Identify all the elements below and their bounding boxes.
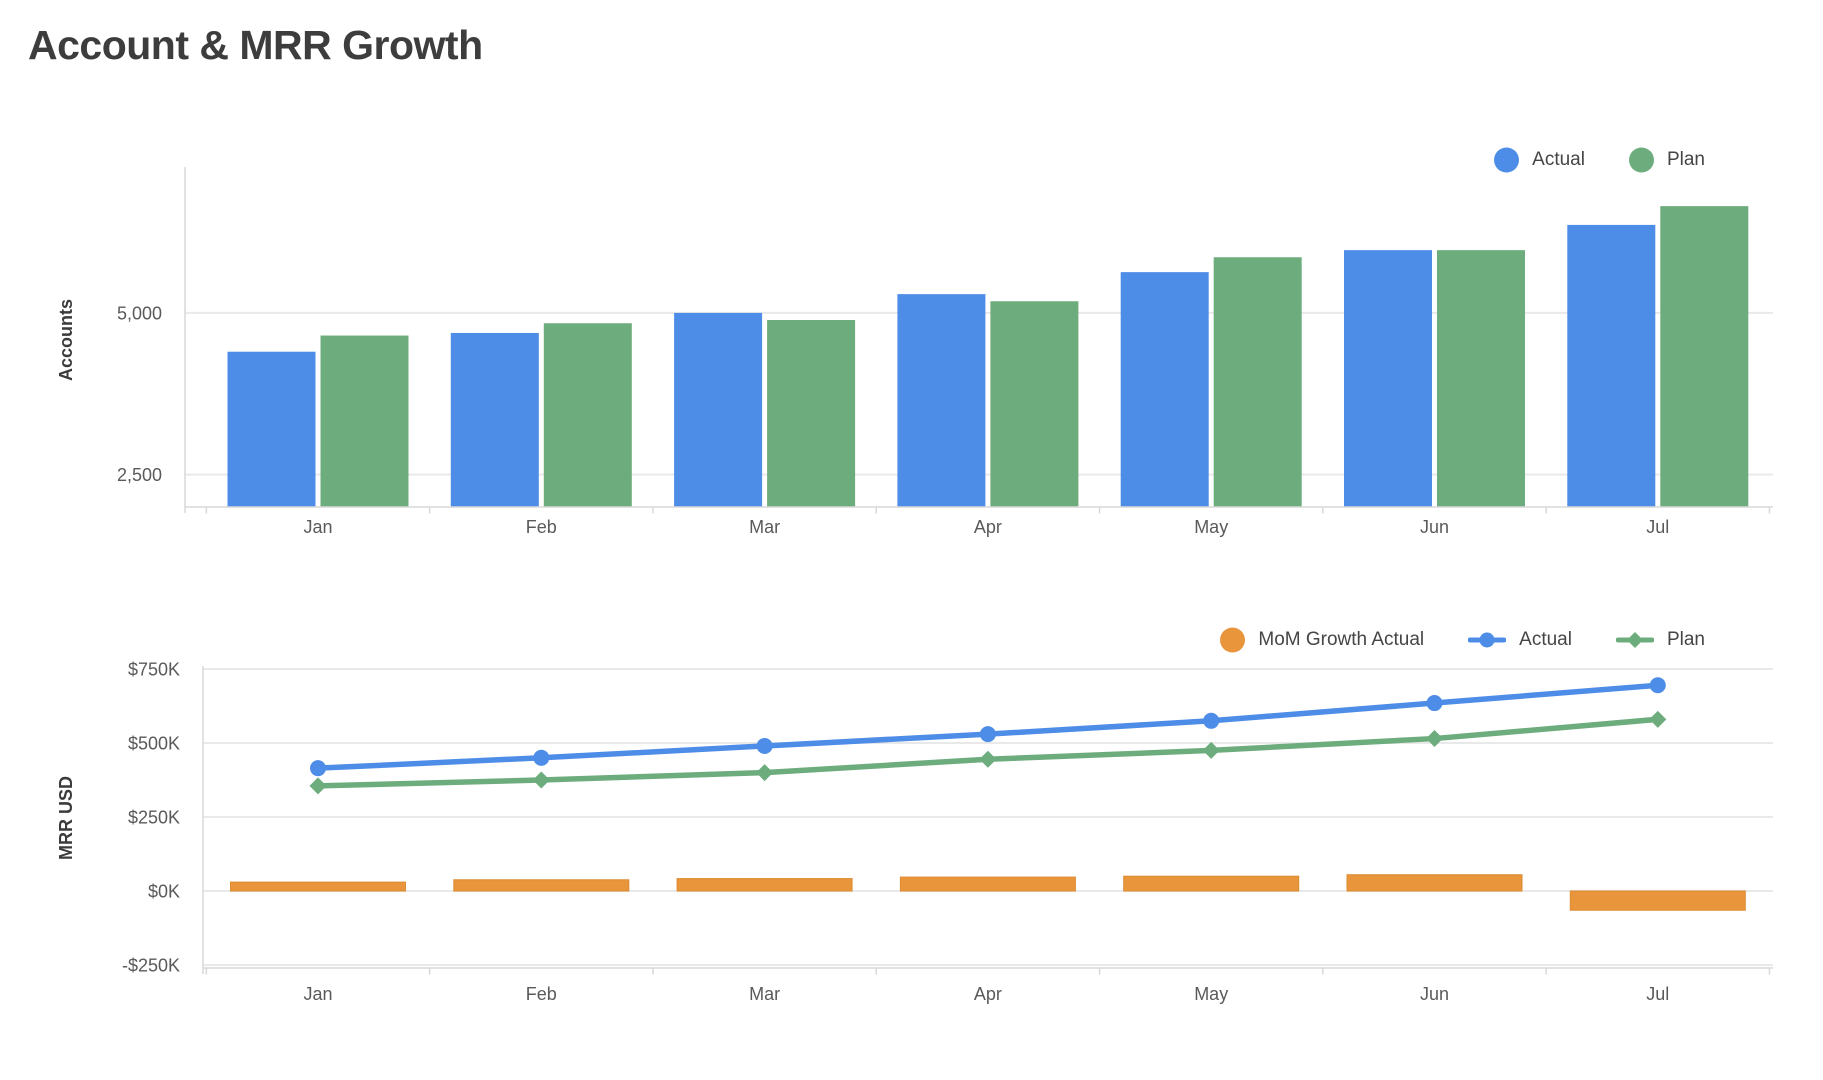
point-plan-jun[interactable] bbox=[1426, 730, 1443, 748]
legend-label: Actual bbox=[1519, 629, 1572, 650]
y-tick-label: -$250K bbox=[122, 956, 180, 976]
legend-item-plan[interactable]: Plan bbox=[1628, 147, 1705, 173]
point-plan-jul[interactable] bbox=[1649, 710, 1667, 728]
point-actual-feb[interactable] bbox=[533, 749, 550, 766]
legend-dot bbox=[1628, 147, 1654, 173]
bar-actual-mar[interactable] bbox=[674, 312, 763, 507]
x-tick-label-feb: Feb bbox=[526, 984, 557, 1004]
y-tick-label: $0K bbox=[148, 882, 180, 902]
x-tick-label-jun: Jun bbox=[1420, 984, 1449, 1004]
y-tick-label: $500K bbox=[128, 734, 180, 754]
y-tick-label: 5,000 bbox=[117, 303, 162, 323]
y-tick-label: $250K bbox=[128, 808, 180, 828]
point-plan-feb[interactable] bbox=[532, 771, 550, 789]
accounts-legend: Actual Plan bbox=[1494, 146, 1705, 174]
legend-label: MoM Growth Actual bbox=[1258, 629, 1425, 650]
bar-actual-apr[interactable] bbox=[897, 294, 986, 507]
bar-plan-jun[interactable] bbox=[1437, 250, 1525, 508]
x-tick-label-jul: Jul bbox=[1646, 517, 1669, 537]
bar-plan-apr[interactable] bbox=[990, 301, 1079, 507]
bar-plan-jan[interactable] bbox=[320, 335, 409, 507]
bar-actual-jun[interactable] bbox=[1344, 250, 1432, 508]
x-tick-label-may: May bbox=[1194, 517, 1228, 537]
legend-dot bbox=[1220, 627, 1246, 653]
y-axis-title: Accounts bbox=[56, 299, 76, 381]
legend-marker-circle-icon bbox=[1628, 147, 1654, 173]
bar-mom-growth-actual-apr[interactable] bbox=[899, 876, 1076, 892]
x-tick-label-apr: Apr bbox=[974, 517, 1002, 537]
legend-dot bbox=[1494, 147, 1520, 173]
legend-item-actual[interactable]: Actual bbox=[1494, 147, 1585, 173]
point-actual-jul[interactable] bbox=[1649, 677, 1666, 694]
bar-plan-jul[interactable] bbox=[1660, 206, 1749, 507]
y-tick-label: $750K bbox=[128, 660, 180, 680]
accounts-chart-svg: 5,000 2,500 Jan Feb Mar Apr May Jun Jul Accounts bbox=[56, 167, 1773, 537]
x-tick-label-jan: Jan bbox=[303, 517, 332, 537]
bar-actual-jul[interactable] bbox=[1567, 224, 1656, 507]
legend-label: Plan bbox=[1666, 149, 1705, 170]
x-tick-label-mar: Mar bbox=[749, 517, 780, 537]
bar-actual-jan[interactable] bbox=[227, 351, 316, 507]
bar-actual-feb[interactable] bbox=[450, 332, 539, 507]
point-plan-may[interactable] bbox=[1202, 741, 1220, 759]
bar-plan-feb[interactable] bbox=[543, 323, 632, 507]
point-actual-jun[interactable] bbox=[1426, 695, 1443, 712]
x-tick-label-may: May bbox=[1194, 984, 1228, 1004]
bar-mom-growth-actual-may[interactable] bbox=[1123, 875, 1300, 892]
point-plan-mar[interactable] bbox=[756, 764, 774, 782]
page-title: Account & MRR Growth bbox=[28, 22, 483, 68]
point-actual-mar[interactable] bbox=[756, 737, 773, 754]
legend-marker-line-diamond-icon bbox=[1615, 632, 1654, 648]
mrr-chart-svg: $750K $500K $250K $0K -$250K Jan Feb Mar Apr May J… bbox=[56, 660, 1773, 1004]
bar-mom-growth-actual-feb[interactable] bbox=[453, 879, 630, 892]
legend-line-dot bbox=[1479, 632, 1495, 648]
legend-marker-line-circle-icon bbox=[1468, 632, 1507, 648]
y-axis-title: MRR USD bbox=[56, 776, 76, 860]
x-tick-label-jun: Jun bbox=[1420, 517, 1449, 537]
mrr-legend: MoM Growth Actual Actual Plan bbox=[1220, 626, 1705, 654]
bar-plan-mar[interactable] bbox=[767, 320, 856, 507]
y-tick-label: 2,500 bbox=[117, 465, 162, 485]
legend-item-mom-growth-actual[interactable]: MoM Growth Actual bbox=[1220, 627, 1424, 653]
bar-mom-growth-actual-jul[interactable] bbox=[1569, 890, 1746, 911]
bar-plan-may[interactable] bbox=[1213, 257, 1302, 507]
x-tick-label-mar: Mar bbox=[749, 984, 780, 1004]
point-actual-apr[interactable] bbox=[979, 726, 996, 743]
legend-label: Plan bbox=[1666, 629, 1705, 650]
legend-label: Actual bbox=[1532, 149, 1585, 170]
legend-item-plan[interactable]: Plan bbox=[1615, 627, 1705, 653]
point-plan-apr[interactable] bbox=[979, 750, 997, 768]
x-tick-label-jan: Jan bbox=[303, 984, 332, 1004]
legend-line-diamond bbox=[1626, 632, 1643, 648]
legend-marker-circle-icon bbox=[1220, 627, 1246, 653]
x-tick-label-apr: Apr bbox=[974, 984, 1002, 1004]
bar-actual-may[interactable] bbox=[1120, 272, 1209, 507]
bar-mom-growth-actual-mar[interactable] bbox=[676, 878, 853, 892]
legend-item-actual[interactable]: Actual bbox=[1468, 627, 1572, 653]
x-tick-label-jul: Jul bbox=[1646, 984, 1669, 1004]
bar-mom-growth-actual-jan[interactable] bbox=[230, 881, 406, 892]
x-tick-label-feb: Feb bbox=[526, 517, 557, 537]
point-plan-jan[interactable] bbox=[309, 777, 327, 795]
bar-mom-growth-actual-jun[interactable] bbox=[1346, 874, 1523, 892]
point-actual-jan[interactable] bbox=[310, 760, 326, 777]
legend-marker-circle-icon bbox=[1494, 147, 1520, 173]
point-actual-may[interactable] bbox=[1203, 712, 1220, 729]
